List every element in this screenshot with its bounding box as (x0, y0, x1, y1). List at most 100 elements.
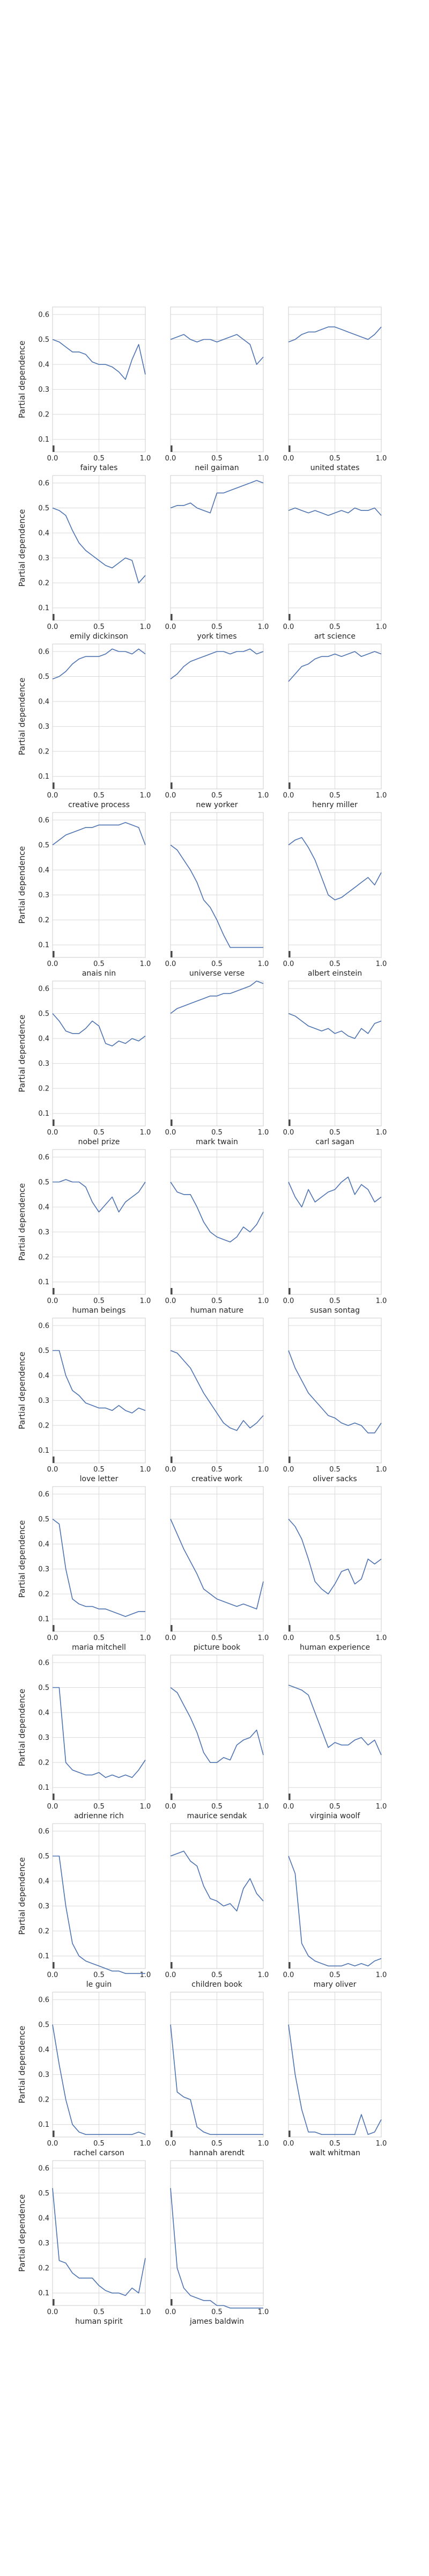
x-axis-label: creative work (191, 1475, 243, 1483)
x-tick-label: 0.5 (211, 1297, 223, 1305)
x-axis-label: picture book (194, 1643, 241, 1652)
x-tick-label: 0.5 (93, 2140, 105, 2148)
axes-frame (170, 475, 264, 621)
pd-line (52, 339, 146, 380)
y-tick-label: 0.4 (38, 867, 49, 875)
pd-line (288, 1856, 382, 1967)
subplot-panel: 0.0 0.5 1.0 0.1 0.2 0.3 0.4 0.5 0.6 love letter Pa… (17, 1318, 151, 1483)
x-tick-label: 0.5 (211, 1803, 223, 1811)
y-tick-label: 0.2 (38, 1928, 49, 1936)
subplot-panel: 0.0 0.5 1.0 henry miller (283, 643, 387, 809)
axes-frame (52, 1318, 146, 1463)
axes-frame (288, 306, 382, 452)
x-tick-label: 0.0 (47, 455, 58, 463)
y-tick-label: 0.2 (38, 917, 49, 925)
subplot-panel: 0.0 0.5 1.0 art science (283, 475, 387, 641)
x-tick-label: 0.0 (47, 1971, 58, 1979)
x-axis-label: mark twain (196, 1138, 238, 1146)
x-tick-label: 0.5 (329, 1803, 341, 1811)
y-tick-label: 0.1 (38, 1615, 49, 1623)
y-tick-label: 0.4 (38, 2215, 49, 2223)
x-tick-label: 1.0 (258, 455, 269, 463)
y-tick-label: 0.2 (38, 2265, 49, 2273)
x-axis-label: new yorker (196, 801, 238, 809)
y-tick-label: 0.2 (38, 748, 49, 756)
y-tick-label: 0.3 (38, 1902, 49, 1911)
x-tick-label: 0.5 (329, 1129, 341, 1137)
x-tick-label: 0.0 (165, 1466, 176, 1474)
y-tick-label: 0.6 (38, 1322, 49, 1330)
x-axis-label: mary oliver (314, 1980, 357, 1989)
x-axis-label: love letter (80, 1475, 119, 1483)
subplot-panel: 0.0 0.5 1.0 children book (165, 1823, 269, 1989)
x-tick-label: 1.0 (140, 1297, 151, 1305)
y-axis-label: Partial dependence (17, 1520, 27, 1598)
x-tick-label: 1.0 (258, 2140, 269, 2148)
pd-line (288, 651, 382, 682)
axes-frame (52, 1486, 146, 1632)
subplot-panel: 0.0 0.5 1.0 james baldwin (165, 2160, 269, 2326)
axes-frame (52, 643, 146, 789)
x-tick-label: 0.5 (329, 1297, 341, 1305)
axes-frame (52, 812, 146, 958)
axes-frame (52, 475, 146, 621)
y-tick-label: 0.1 (38, 773, 49, 781)
x-tick-label: 0.0 (47, 792, 58, 800)
x-tick-label: 0.5 (211, 1129, 223, 1137)
axes-frame (170, 980, 264, 1126)
pd-line (288, 1685, 382, 1755)
x-axis-label: anais nin (82, 969, 116, 978)
pd-line (170, 1519, 264, 1609)
x-axis-label: human beings (72, 1306, 126, 1315)
y-tick-label: 0.2 (38, 1422, 49, 1430)
x-tick-label: 1.0 (376, 1634, 387, 1642)
y-tick-label: 0.6 (38, 2164, 49, 2172)
pd-line (170, 844, 263, 948)
x-tick-label: 1.0 (376, 455, 387, 463)
axes-frame (52, 2160, 146, 2306)
x-tick-label: 1.0 (140, 1971, 151, 1979)
x-axis-label: maria mitchell (72, 1643, 126, 1652)
axes-frame (170, 1486, 264, 1632)
y-tick-label: 0.4 (38, 1035, 49, 1043)
y-tick-label: 0.6 (38, 1659, 49, 1667)
x-axis-label: human spirit (75, 2317, 123, 2326)
y-tick-label: 0.5 (38, 1347, 49, 1355)
y-tick-label: 0.2 (38, 1591, 49, 1599)
x-tick-label: 0.5 (211, 623, 223, 631)
y-tick-label: 0.4 (38, 1204, 49, 1212)
axes-frame (170, 1149, 264, 1295)
x-tick-label: 1.0 (258, 1803, 269, 1811)
y-tick-label: 0.5 (38, 1684, 49, 1692)
y-tick-label: 0.2 (38, 580, 49, 588)
x-tick-label: 1.0 (376, 1803, 387, 1811)
x-axis-label: albert einstein (308, 969, 362, 978)
x-axis-label: human nature (190, 1306, 243, 1315)
y-tick-label: 0.1 (38, 1110, 49, 1118)
pd-line (288, 1518, 382, 1594)
subplot-panel: 0.0 0.5 1.0 new yorker (165, 643, 269, 809)
subplot-panel: 0.0 0.5 1.0 0.1 0.2 0.3 0.4 0.5 0.6 adrienne rich… (17, 1655, 151, 1820)
y-tick-label: 0.6 (38, 1490, 49, 1498)
y-tick-label: 0.4 (38, 698, 49, 706)
axes-frame (170, 1655, 264, 1801)
y-tick-label: 0.5 (38, 2021, 49, 2029)
x-axis-label: adrienne rich (74, 1812, 124, 1820)
subplot-panel: 0.0 0.5 1.0 mary oliver (283, 1823, 387, 1989)
x-tick-label: 1.0 (258, 1297, 269, 1305)
x-axis-label: united states (310, 464, 360, 472)
x-tick-label: 0.0 (165, 960, 176, 968)
x-axis-label: james baldwin (189, 2317, 244, 2326)
pd-line (170, 1182, 264, 1242)
x-tick-label: 1.0 (376, 1971, 387, 1979)
x-tick-label: 0.5 (93, 1634, 105, 1642)
axes-frame (52, 1823, 146, 1969)
subplot-panel: 0.0 0.5 1.0 susan sontag (283, 1149, 387, 1315)
x-axis-label: fairy tales (80, 464, 118, 472)
y-tick-label: 0.5 (38, 1010, 49, 1018)
subplot-panel: 0.0 0.5 1.0 neil gaiman (165, 306, 269, 472)
pd-line (288, 326, 382, 342)
y-tick-label: 0.3 (38, 554, 49, 562)
subplot-panel: 0.0 0.5 1.0 maurice sendak (165, 1655, 269, 1820)
